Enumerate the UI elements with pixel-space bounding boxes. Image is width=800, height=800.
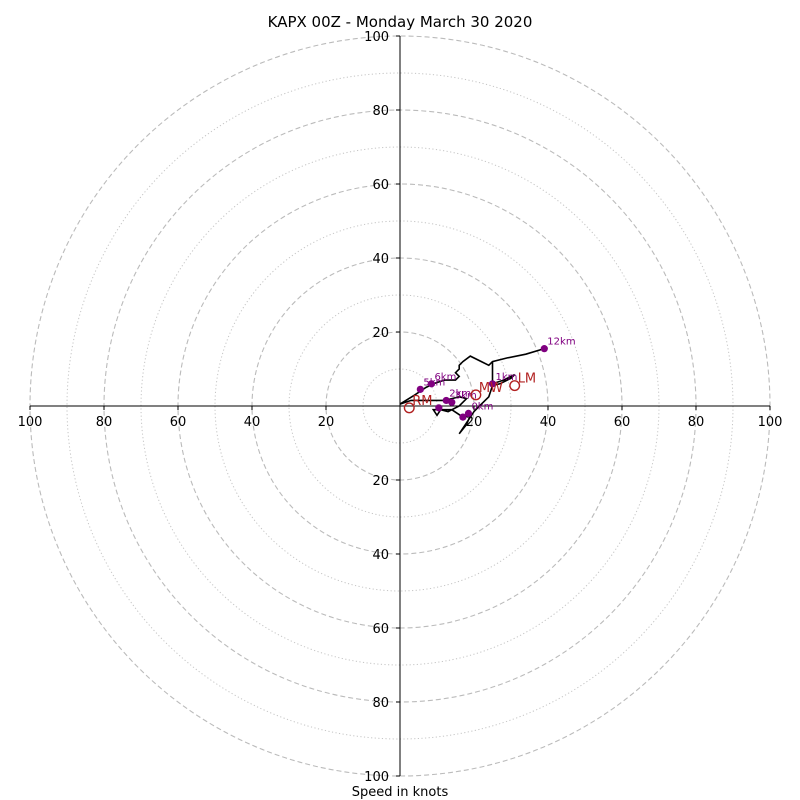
height-marker-dot bbox=[464, 409, 473, 417]
x-axis-label: Speed in knots bbox=[352, 785, 449, 800]
height-marker-label: 2km bbox=[449, 388, 471, 399]
height-marker-dot bbox=[459, 413, 467, 421]
height-marker-label: 6km bbox=[434, 372, 456, 383]
storm-motion-circle bbox=[509, 380, 521, 392]
x-tick-label: 40 bbox=[244, 415, 261, 430]
axes bbox=[30, 36, 770, 776]
height-marker-label: 12km bbox=[547, 337, 575, 348]
chart-title: KAPX 00Z - Monday March 30 2020 bbox=[268, 13, 533, 31]
y-tick-label: 80 bbox=[372, 104, 389, 119]
storm-motion-circle bbox=[470, 389, 482, 401]
x-tick-label: 80 bbox=[688, 415, 705, 430]
y-tick-label: 100 bbox=[364, 770, 389, 785]
x-tick-label: 60 bbox=[614, 415, 631, 430]
x-tick-label: 100 bbox=[758, 415, 783, 430]
height-marker-dot bbox=[540, 345, 548, 353]
y-tick-label: 20 bbox=[372, 326, 389, 341]
hodograph-trace bbox=[399, 347, 545, 435]
height-marker-label: 0km bbox=[471, 401, 493, 412]
storm-motion-markers: LM MW RM bbox=[403, 372, 536, 414]
storm-motion-label: LM bbox=[518, 372, 536, 387]
hodograph-line bbox=[399, 347, 545, 435]
height-marker-label: 1km bbox=[496, 372, 518, 383]
y-tick-label: 20 bbox=[372, 474, 389, 489]
height-marker-dot bbox=[488, 380, 497, 388]
height-marker-label: 3km bbox=[455, 390, 477, 401]
storm-motion-circle bbox=[403, 402, 415, 414]
x-tick-label: 60 bbox=[170, 415, 187, 430]
height-marker-dot bbox=[435, 404, 443, 412]
y-tick-label: 40 bbox=[372, 548, 389, 563]
y-tick-label: 60 bbox=[372, 622, 389, 637]
height-marker-label: 5km bbox=[423, 377, 445, 388]
height-marker-dot bbox=[416, 385, 424, 393]
y-tick-label: 60 bbox=[372, 178, 389, 193]
storm-motion-label: MW bbox=[479, 381, 503, 396]
storm-motion-label: RM bbox=[412, 394, 432, 409]
y-tick-label: 80 bbox=[372, 696, 389, 711]
x-tick-label: 100 bbox=[18, 415, 43, 430]
height-marker-dot bbox=[427, 380, 436, 388]
y-tick-label: 100 bbox=[364, 30, 389, 45]
x-tick-label: 40 bbox=[540, 415, 557, 430]
height-marker-dot bbox=[448, 398, 456, 406]
height-marker-dot bbox=[442, 396, 450, 405]
y-tick-label: 40 bbox=[372, 252, 389, 267]
x-tick-label: 80 bbox=[96, 415, 113, 430]
tick-labels: 100 80 60 40 20 20 40 60 80 100100806040202040608… bbox=[18, 30, 783, 785]
x-tick-label: 20 bbox=[318, 415, 335, 430]
